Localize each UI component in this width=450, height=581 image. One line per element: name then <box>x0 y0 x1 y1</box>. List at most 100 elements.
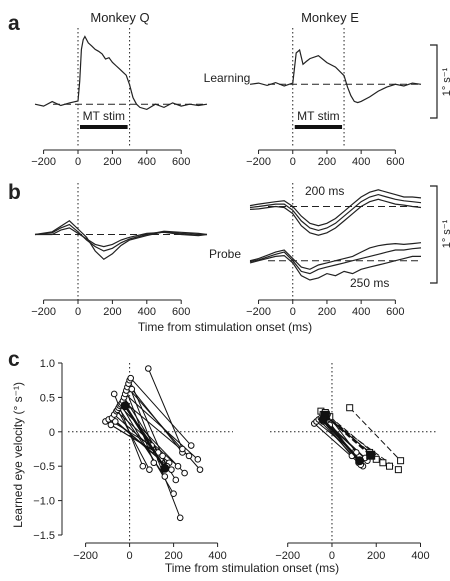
c-left-point-early <box>128 385 136 393</box>
a-right-x-tick-label: 400 <box>352 156 370 168</box>
c-left-x-tick-label: 400 <box>208 550 226 562</box>
scale-bar-b: 1° s⁻¹ <box>430 185 450 284</box>
c-left-point-late <box>181 469 188 477</box>
b-right-250-series-2-line <box>249 254 421 281</box>
annot-250ms: 250 ms <box>350 276 389 290</box>
b-right-x-tick-label: 200 <box>318 306 336 318</box>
c-left-y-tick-label: 0.5 <box>40 392 55 404</box>
a-right-x-tick-label: 0 <box>290 156 296 168</box>
c-left-mean-line <box>124 405 166 469</box>
b-left-series-1-line <box>34 223 208 252</box>
c-right-circle-mean-line <box>322 418 361 462</box>
scale-bar-a: 1° s⁻¹ <box>430 44 450 119</box>
annot-200ms: 200 ms <box>305 184 344 198</box>
c-left-y-tick-label: 0 <box>49 427 55 439</box>
label-probe: Probe <box>209 247 241 261</box>
c-left-point-late <box>179 445 186 453</box>
c-left-y-tick-label: 1.0 <box>40 358 55 370</box>
c-right-x-tick-label: 0 <box>329 550 335 562</box>
b-left-series-2-line <box>35 227 208 248</box>
a-left-stim-bar <box>80 125 128 129</box>
c-right-x-tick-label: −200 <box>275 550 300 562</box>
c-right-square-point-late <box>394 466 402 474</box>
c-left-point-late <box>146 466 153 473</box>
c-right-square-mean-late <box>366 450 376 460</box>
b-right-x-tick-label: 400 <box>352 306 370 318</box>
b-left-x-tick-label: 600 <box>172 306 190 318</box>
row-c-ylabel: Learned eye velocity (° s⁻¹) <box>11 382 25 528</box>
b-right-200-series-1-line <box>249 193 422 232</box>
title-monkey-q: Monkey Q <box>90 10 149 25</box>
c-left-y-tick-label: −1.0 <box>33 496 55 508</box>
b-left-x-tick-label: 400 <box>138 306 156 318</box>
c-right-circle-mean-late <box>355 456 365 466</box>
panel-label-c: c <box>8 348 20 371</box>
a-left-x-tick-label: 0 <box>75 156 81 168</box>
c-right-square-mean-line <box>324 414 372 457</box>
c-left-point-late <box>168 466 175 473</box>
c-left-point-early <box>110 390 118 398</box>
b-right-x-tick-label: 600 <box>386 306 404 318</box>
c-left-y-tick-label: −1.5 <box>33 530 55 542</box>
a-right-stim-bar <box>294 125 343 129</box>
a-left-series-0-line <box>34 35 208 111</box>
c-left-point-late <box>185 452 193 460</box>
c-left-point-late <box>139 462 147 470</box>
c-left-pair-line <box>147 368 183 450</box>
b-right-250-series-1-line <box>249 247 422 275</box>
c-left-point-late <box>194 456 202 463</box>
a-right-x-tick-label: 200 <box>318 156 336 168</box>
b-left-x-tick-label: −200 <box>31 306 56 318</box>
b-right-x-tick-label: −200 <box>246 306 271 318</box>
c-left-pair-line <box>131 388 183 453</box>
c-left-point-late <box>159 452 166 460</box>
c-left-x-tick-label: 0 <box>127 550 133 562</box>
c-left-point-early <box>112 418 119 425</box>
b-right-x-tick-label: 0 <box>290 306 296 318</box>
scale-bar-a-label: 1° s⁻¹ <box>441 67 450 96</box>
c-left-point-late <box>196 466 204 473</box>
c-left-point-late <box>161 473 169 480</box>
c-left-pair-line <box>130 377 192 446</box>
b-right-250-series-0-line <box>249 242 422 270</box>
a-left-x-tick-label: −200 <box>31 156 56 168</box>
c-left-y-tick-label: −0.5 <box>33 461 55 473</box>
b-right-200-series-2-line <box>249 198 422 236</box>
b-left-x-tick-label: 200 <box>103 306 121 318</box>
c-left-x-tick-label: 200 <box>164 550 182 562</box>
c-left-pair-line <box>119 405 185 474</box>
c-left-point-late <box>170 490 177 498</box>
c-right-x-tick-label: 200 <box>367 550 385 562</box>
c-left-point-late <box>150 459 158 467</box>
a-right-x-tick-label: 600 <box>386 156 404 168</box>
b-left-series-0-line <box>34 220 207 261</box>
c-right-circle-pair-line <box>327 414 357 453</box>
label-learning: Learning <box>204 71 251 85</box>
a-left-x-tick-label: 600 <box>172 156 190 168</box>
c-left-point-late <box>187 442 195 449</box>
panel-label-a: a <box>8 12 20 35</box>
c-left-point-early <box>107 421 115 429</box>
c-left-point-late <box>174 462 182 470</box>
c-right-x-tick-label: 400 <box>411 550 429 562</box>
c-right-circle-mean-early <box>318 414 328 424</box>
c-left-point-late <box>176 514 184 522</box>
a-left-x-tick-label: 200 <box>103 156 121 168</box>
scale-bar-b-label: 1° s⁻¹ <box>441 219 450 248</box>
b-right-200-series-0-line <box>249 189 422 227</box>
a-right-stim-label: MT stim <box>297 109 339 123</box>
c-left-x-tick-label: −200 <box>73 550 98 562</box>
c-left-mean-point-early <box>120 401 130 411</box>
c-left-mean-point-late <box>160 463 170 473</box>
a-right-x-tick-label: −200 <box>246 156 271 168</box>
c-right-square-point-late <box>379 459 387 467</box>
c-right-square-pair-line <box>349 407 401 462</box>
a-right-series-0-line <box>249 48 422 104</box>
c-left-pair-line <box>117 409 150 470</box>
c-left-point-late <box>172 476 180 484</box>
c-right-square-point-late <box>397 457 405 465</box>
a-left-stim-label: MT stim <box>83 109 125 123</box>
c-right-square-point-early <box>346 404 354 412</box>
row-c-xlabel: Time from stimulation onset (ms) <box>165 561 339 575</box>
